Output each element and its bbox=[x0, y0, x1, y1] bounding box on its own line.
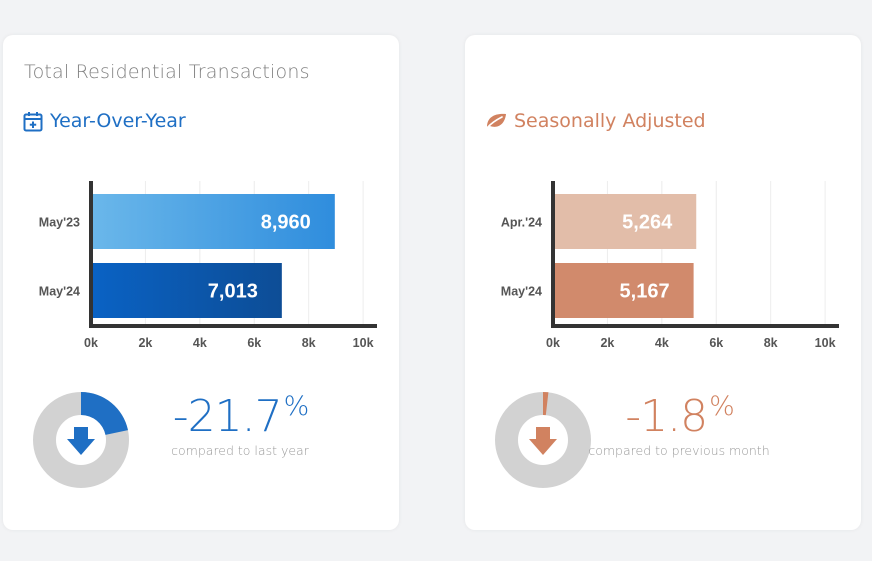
bar[interactable] bbox=[555, 263, 694, 318]
card-title: Total Residential Transactions bbox=[24, 61, 310, 83]
bar[interactable] bbox=[555, 194, 697, 249]
yoy-card: Total Residential Transactions Year-Over… bbox=[3, 35, 399, 530]
seasonal-donut bbox=[495, 392, 591, 488]
seasonal-change-value: -1.8 bbox=[625, 391, 708, 442]
x-tick-label: 10k bbox=[815, 336, 836, 350]
x-tick-label: 8k bbox=[764, 336, 778, 350]
yoy-change-value: -21.7 bbox=[172, 391, 283, 442]
bar-value-label: 5,167 bbox=[620, 281, 670, 303]
seasonal-change-unit: % bbox=[709, 391, 735, 422]
x-tick-label: 2k bbox=[138, 336, 152, 350]
donut-segment bbox=[543, 392, 549, 416]
yoy-caption: compared to last year bbox=[171, 443, 309, 458]
yoy-subtitle: Year-Over-Year bbox=[23, 110, 186, 132]
bar[interactable] bbox=[93, 194, 335, 249]
down-arrow-icon bbox=[67, 427, 95, 455]
x-tick-label: 4k bbox=[655, 336, 669, 350]
seasonal-caption: compared to previous month bbox=[588, 443, 770, 458]
yoy-change-unit: % bbox=[283, 391, 310, 422]
x-tick-label: 2k bbox=[600, 336, 614, 350]
yoy-change: -21.7% bbox=[141, 391, 341, 442]
seasonal-subtitle-label: Seasonally Adjusted bbox=[514, 110, 706, 132]
donut-segment bbox=[81, 392, 128, 435]
seasonal-bar-chart: 5,264 Apr.'24 5,167 May'24 0k 2k 4k 6k 8k 10k bbox=[501, 181, 839, 350]
x-tick-label: 4k bbox=[193, 336, 207, 350]
bar-value-label: 5,264 bbox=[622, 212, 673, 234]
seasonal-subtitle: Seasonally Adjusted bbox=[485, 110, 706, 132]
bar-value-label: 8,960 bbox=[261, 212, 311, 234]
x-tick-label: 8k bbox=[302, 336, 316, 350]
yoy-donut bbox=[33, 392, 129, 488]
x-tick-label: 6k bbox=[709, 336, 723, 350]
bar-value-label: 7,013 bbox=[208, 281, 258, 303]
category-label: May'24 bbox=[39, 285, 80, 299]
seasonal-card: Seasonally Adjusted 5,264 Apr.'24 5,167 May… bbox=[465, 35, 861, 530]
x-tick-label: 6k bbox=[247, 336, 261, 350]
down-arrow-icon bbox=[529, 427, 557, 455]
calendar-icon bbox=[23, 111, 43, 131]
category-label: Apr.'24 bbox=[501, 216, 542, 230]
yoy-subtitle-label: Year-Over-Year bbox=[50, 110, 186, 132]
bar[interactable] bbox=[93, 263, 282, 318]
leaf-icon bbox=[485, 113, 506, 130]
seasonal-change: -1.8% bbox=[580, 391, 780, 442]
category-label: May'24 bbox=[501, 285, 542, 299]
x-tick-label: 10k bbox=[353, 336, 374, 350]
yoy-bar-chart: 8,960 May'23 7,013 May'24 0k 2k 4k 6k 8k 10k bbox=[39, 181, 377, 350]
category-label: May'23 bbox=[39, 216, 80, 230]
x-tick-label: 0k bbox=[84, 336, 98, 350]
x-tick-label: 0k bbox=[546, 336, 560, 350]
